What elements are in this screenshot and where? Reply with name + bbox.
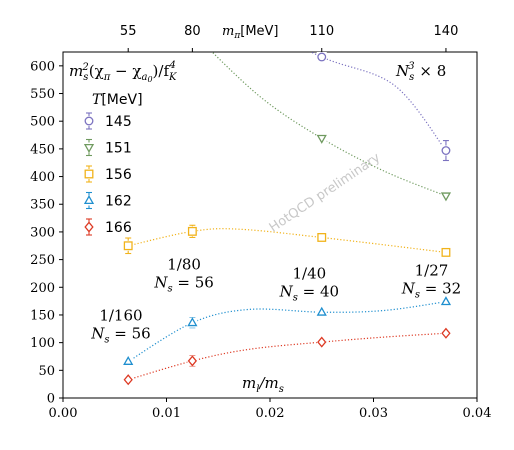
legend-marker-diamond	[84, 221, 94, 233]
y-tick-label: 600	[30, 59, 55, 74]
legend-title: T[MeV]	[92, 92, 143, 108]
marker-square	[187, 226, 197, 236]
x-tick-label: 0.04	[463, 406, 492, 421]
fit-curve-156	[128, 228, 446, 253]
y-tick-label: 0	[47, 392, 55, 407]
legend-marker-triangle-up	[83, 195, 95, 205]
annotation-ns: Ns = 56	[153, 274, 213, 295]
y-tick-label: 500	[30, 115, 55, 130]
volume-label: Ns3 × 8	[395, 61, 446, 83]
data-point-166	[187, 355, 198, 367]
legend-marker-triangle-down	[83, 143, 95, 153]
chart-title: ms2(χπ − χa0)/fK4	[69, 60, 177, 84]
data-point-162	[316, 306, 327, 318]
legend-label: 156	[105, 167, 132, 183]
data-points-layer	[123, 51, 452, 386]
marker-triangle-up	[316, 306, 327, 316]
data-point-145	[440, 140, 451, 162]
y-tick-label: 100	[30, 336, 55, 351]
annotation-fraction: 1/40	[292, 264, 326, 282]
annotation-fraction: 1/160	[99, 306, 142, 324]
marker-circle	[317, 52, 327, 62]
top-tick-label: 55	[120, 24, 137, 39]
marker-diamond	[187, 355, 198, 367]
marker-diamond	[441, 327, 451, 339]
marker-diamond	[123, 374, 133, 386]
legend-marker-square	[84, 169, 94, 179]
fit-curve-166	[128, 332, 446, 381]
fit-curve-162	[127, 301, 446, 363]
top-tick-label: 140	[434, 24, 459, 39]
y-tick-label: 150	[30, 308, 55, 323]
top-tick-label: 80	[184, 24, 201, 39]
legend-entry-145: 145	[84, 112, 132, 130]
legend-entry-166: 166	[84, 218, 132, 236]
marker-diamond	[317, 336, 327, 348]
y-tick-label: 350	[30, 198, 55, 213]
x-tick-label: 0.01	[152, 406, 181, 421]
data-point-166	[123, 374, 134, 386]
y-tick-label: 300	[30, 225, 55, 240]
chart-axes-layer: 0.00 0.01 0.02 0.03 0.04 0 50 100 150 200 250 300 35…	[30, 24, 491, 421]
data-point-166	[316, 336, 327, 348]
data-point-162	[440, 296, 452, 307]
y-tick-label: 200	[30, 281, 55, 296]
top-axis-label: mπ[MeV]	[222, 24, 279, 41]
y-tick-label: 50	[38, 364, 55, 379]
legend-entry-156: 156	[84, 165, 132, 183]
fit-curve-151	[211, 52, 447, 197]
marker-triangle-up	[187, 317, 198, 327]
data-point-145	[316, 51, 327, 62]
annotation-ns: Ns = 40	[279, 282, 339, 303]
marker-square	[317, 233, 327, 242]
legend-marker-circle	[84, 116, 94, 126]
marker-triangle-up	[123, 355, 134, 365]
data-point-162	[123, 355, 134, 367]
data-point-156	[123, 237, 134, 255]
data-point-162	[187, 317, 198, 329]
data-point-166	[440, 327, 451, 339]
x-tick-label: 0.00	[49, 406, 78, 421]
data-point-156	[316, 232, 327, 243]
x-axis-label: ml/ms	[242, 374, 284, 395]
annotation-fraction: 1/80	[167, 256, 201, 274]
marker-triangle-up	[440, 296, 452, 306]
annotation-ns: Ns = 56	[90, 324, 150, 345]
x-tick-label: 0.03	[359, 406, 388, 421]
legend-label: 145	[105, 114, 132, 130]
marker-square	[123, 241, 133, 251]
x-tick-label: 0.02	[256, 406, 285, 421]
y-tick-label: 400	[30, 170, 55, 185]
data-point-151	[440, 190, 452, 202]
legend-entry-151: 151	[83, 138, 132, 157]
annotation-ns: Ns = 32	[401, 280, 461, 301]
data-point-156	[440, 247, 451, 258]
marker-triangle-down	[316, 134, 327, 144]
y-tick-label: 550	[30, 87, 55, 102]
data-point-151	[316, 133, 327, 144]
fit-curves-layer	[127, 52, 447, 381]
marker-triangle-down	[440, 192, 452, 202]
legend-label: 151	[105, 141, 132, 157]
marker-square	[441, 247, 451, 257]
legend-label: 166	[105, 220, 132, 236]
marker-circle	[441, 146, 451, 155]
annotation-fraction: 1/27	[415, 262, 449, 280]
data-point-156	[187, 224, 198, 239]
legend-label: 162	[105, 194, 132, 210]
legend: T[MeV] 145 151 156 162 166	[83, 92, 143, 236]
legend-entry-162: 162	[83, 191, 132, 210]
top-tick-label: 110	[309, 24, 334, 39]
y-tick-label: 250	[30, 253, 55, 268]
y-tick-label: 450	[30, 142, 55, 157]
